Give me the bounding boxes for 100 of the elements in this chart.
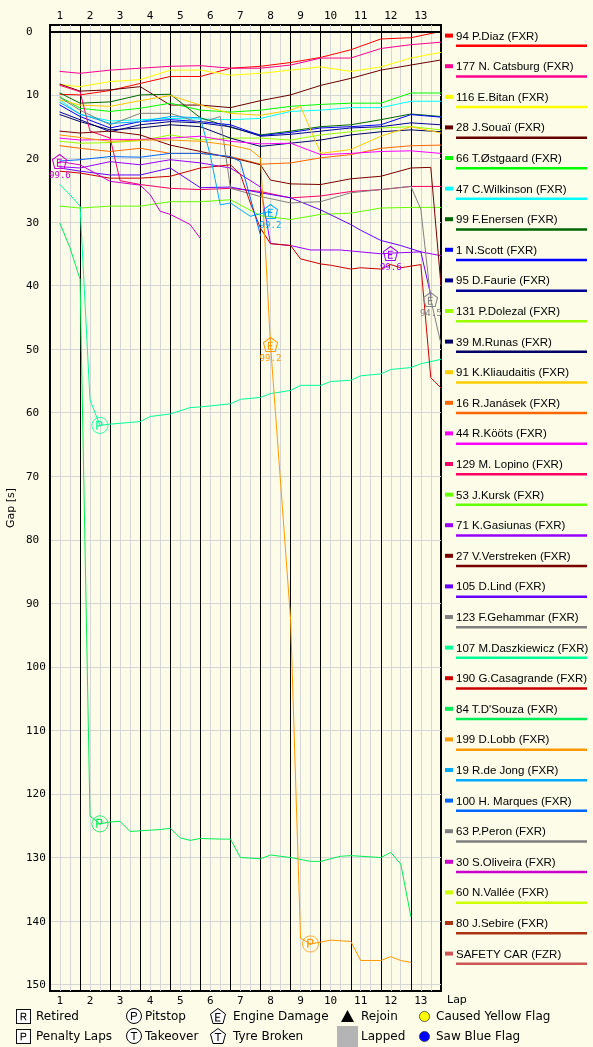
y-tick-label: 130: [26, 851, 46, 865]
text: Lapped: [361, 1029, 406, 1043]
text: Penalty Laps: [36, 1029, 113, 1043]
x-tick-label: 9: [297, 994, 304, 1007]
legend-label: 60 N.Vallée (FXR): [456, 886, 549, 899]
x2-tick-label: 7: [237, 9, 244, 22]
y-tick-label: 140: [26, 914, 46, 928]
text: Retired: [36, 1009, 79, 1023]
text: Engine Damage: [233, 1009, 329, 1023]
x-tick-label: 5: [176, 994, 184, 1007]
legend-label: 116 E.Bitan (FXR): [456, 90, 549, 103]
y-tick-label: 100: [26, 660, 46, 674]
x2-tick-label: 2: [86, 9, 94, 22]
line-series: [59, 199, 442, 220]
line-series: [59, 41, 442, 74]
x-tick-label: 4: [146, 994, 154, 1007]
text: Caused Yellow Flag: [436, 1009, 551, 1023]
y-tick-label: 20: [26, 151, 40, 165]
legend-label: 131 P.Dolezal (FXR): [456, 305, 561, 317]
x2-tick-label: 9: [297, 9, 304, 22]
legend-label: 71 K.Gasiunas (FXR): [456, 519, 566, 532]
legend-label: 129 M. Lopino (FXR): [456, 458, 563, 470]
line-series: [59, 59, 442, 109]
legend-label: 190 G.Casagrande (FXR): [456, 672, 588, 685]
y-axis-title: Gap [s]: [4, 487, 17, 529]
legend-label: 39 M.Runas (FXR): [456, 335, 553, 348]
x2-tick-label: 10: [323, 9, 338, 22]
line-series: [59, 99, 442, 122]
text: Saw Blue Flag: [436, 1029, 521, 1043]
legend-label: 63 P.Peron (FXR): [456, 825, 547, 838]
legend-label: 107 M.Daszkiewicz (FXR): [456, 641, 589, 654]
x2-tick-label: 12: [384, 9, 398, 22]
line-series: [59, 92, 442, 136]
x2-tick-label: 1: [56, 9, 64, 22]
line-series: [59, 135, 442, 156]
line-series: [59, 111, 442, 137]
legend-label: 66 T.Østgaard (FXR): [456, 152, 563, 164]
legend-label: 27 V.Verstreken (FXR): [456, 549, 571, 562]
x-tick-label: 10: [323, 994, 338, 1007]
x2-tick-label: 4: [146, 9, 154, 22]
x-axis-title: Lap: [447, 993, 467, 1006]
x-tick-label: 7: [237, 994, 244, 1007]
legend-label: 53 J.Kursk (FXR): [456, 488, 545, 501]
y-tick-label: 80: [26, 533, 40, 547]
legend-label: 47 C.Wilkinson (FXR): [456, 182, 567, 195]
line-series: [59, 30, 442, 96]
legend-label: 16 R.Janásek (FXR): [456, 396, 561, 409]
y-tick-label: 150: [26, 978, 46, 992]
y-tick-label: 120: [26, 787, 46, 801]
legend-label: 1 N.Scott (FXR): [456, 243, 538, 256]
x-tick-label: 11: [354, 994, 368, 1007]
y-tick-label: 0: [26, 24, 33, 38]
legend-label: 199 D.Lobb (FXR): [456, 733, 550, 746]
point: [91, 815, 109, 833]
legend-label: 123 F.Gehammar (FXR): [456, 611, 579, 623]
x-tick-label: 6: [207, 994, 214, 1007]
legend-label: 177 N. Catsburg (FXR): [456, 60, 574, 73]
legend-label: 80 J.Sebire (FXR): [456, 917, 549, 929]
legend-label: 44 R.Kööts (FXR): [456, 427, 547, 440]
text: Pitstop: [145, 1009, 186, 1023]
x2-tick-label: 13: [414, 9, 428, 22]
x2-tick-label: 5: [176, 9, 184, 22]
legend-label: 99 F.Enersen (FXR): [456, 213, 558, 226]
line-series: [59, 92, 442, 113]
x2-tick-label: 6: [207, 9, 214, 22]
legend-label: 100 H. Marques (FXR): [456, 794, 572, 807]
x-tick-label: 1: [56, 994, 64, 1007]
x-tick-label: 2: [86, 994, 94, 1007]
legend-label: 84 T.D'Souza (FXR): [456, 702, 558, 715]
legend-label: 19 R.de Jong (FXR): [456, 764, 559, 776]
point: [301, 935, 319, 953]
x2-tick-label: 8: [267, 9, 274, 22]
y-tick-label: 40: [26, 279, 40, 293]
y-tick-label: 110: [26, 723, 46, 737]
y-tick-label: 30: [26, 215, 40, 229]
y-tick-label: 60: [26, 406, 40, 420]
x2-tick-label: 3: [116, 9, 124, 22]
line-series: [59, 104, 442, 137]
x-tick-label: 8: [267, 994, 274, 1007]
text: Rejoin: [361, 1009, 398, 1023]
line-series: [59, 95, 442, 154]
legend-label: 28 J.Souaï (FXR): [456, 121, 546, 134]
legend-label: 91 K.Kliaudaitis (FXR): [456, 366, 570, 379]
x-tick-label: 13: [414, 994, 428, 1007]
point: [91, 416, 109, 434]
y-tick-label: 90: [26, 596, 40, 610]
legend-label: 94 P.Diaz (FXR): [456, 29, 539, 42]
legend-label: 105 D.Lind (FXR): [456, 580, 546, 593]
legend-label: 30 S.Oliveira (FXR): [456, 855, 556, 868]
x-tick-label: 12: [384, 994, 398, 1007]
line-series: [59, 222, 412, 918]
y-tick-label: 70: [26, 469, 40, 483]
x-tick-label: 3: [116, 994, 124, 1007]
text: Tyre Broken: [232, 1029, 304, 1043]
text: Takeover: [144, 1029, 199, 1043]
y-tick-label: 50: [26, 342, 40, 356]
line-series: [59, 126, 442, 144]
legend-label: SAFETY CAR (FZR): [456, 947, 562, 960]
y-tick-label: 10: [26, 88, 40, 102]
line-series: [59, 114, 442, 147]
